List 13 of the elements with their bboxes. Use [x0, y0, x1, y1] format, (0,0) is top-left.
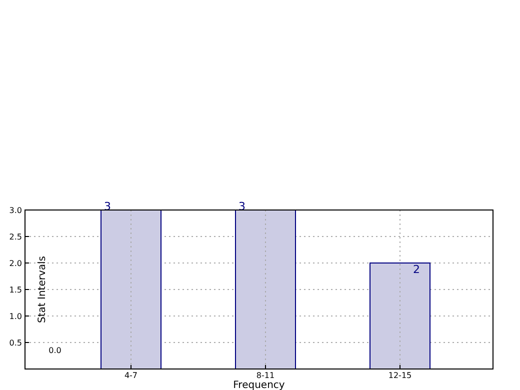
x-tick-label: 12-15 [388, 371, 412, 380]
y-tick-label: 3.0 [9, 206, 22, 215]
y-tick-label: 2.0 [9, 258, 22, 268]
x-tick-label: 4-7 [124, 371, 138, 380]
y-tick-label: 1.0 [9, 312, 22, 321]
y-tick-label: 0.5 [9, 338, 22, 348]
y-axis-title: Stat Intervals [37, 256, 48, 324]
y-tick-label: 1.5 [9, 285, 22, 294]
annotation: 0.0 [48, 346, 62, 355]
x-axis-title: Frequency [233, 380, 285, 390]
data-label: 2 [413, 263, 420, 276]
y-tick-label: 2.5 [9, 232, 22, 242]
x-tick-label: 8-11 [256, 371, 275, 380]
